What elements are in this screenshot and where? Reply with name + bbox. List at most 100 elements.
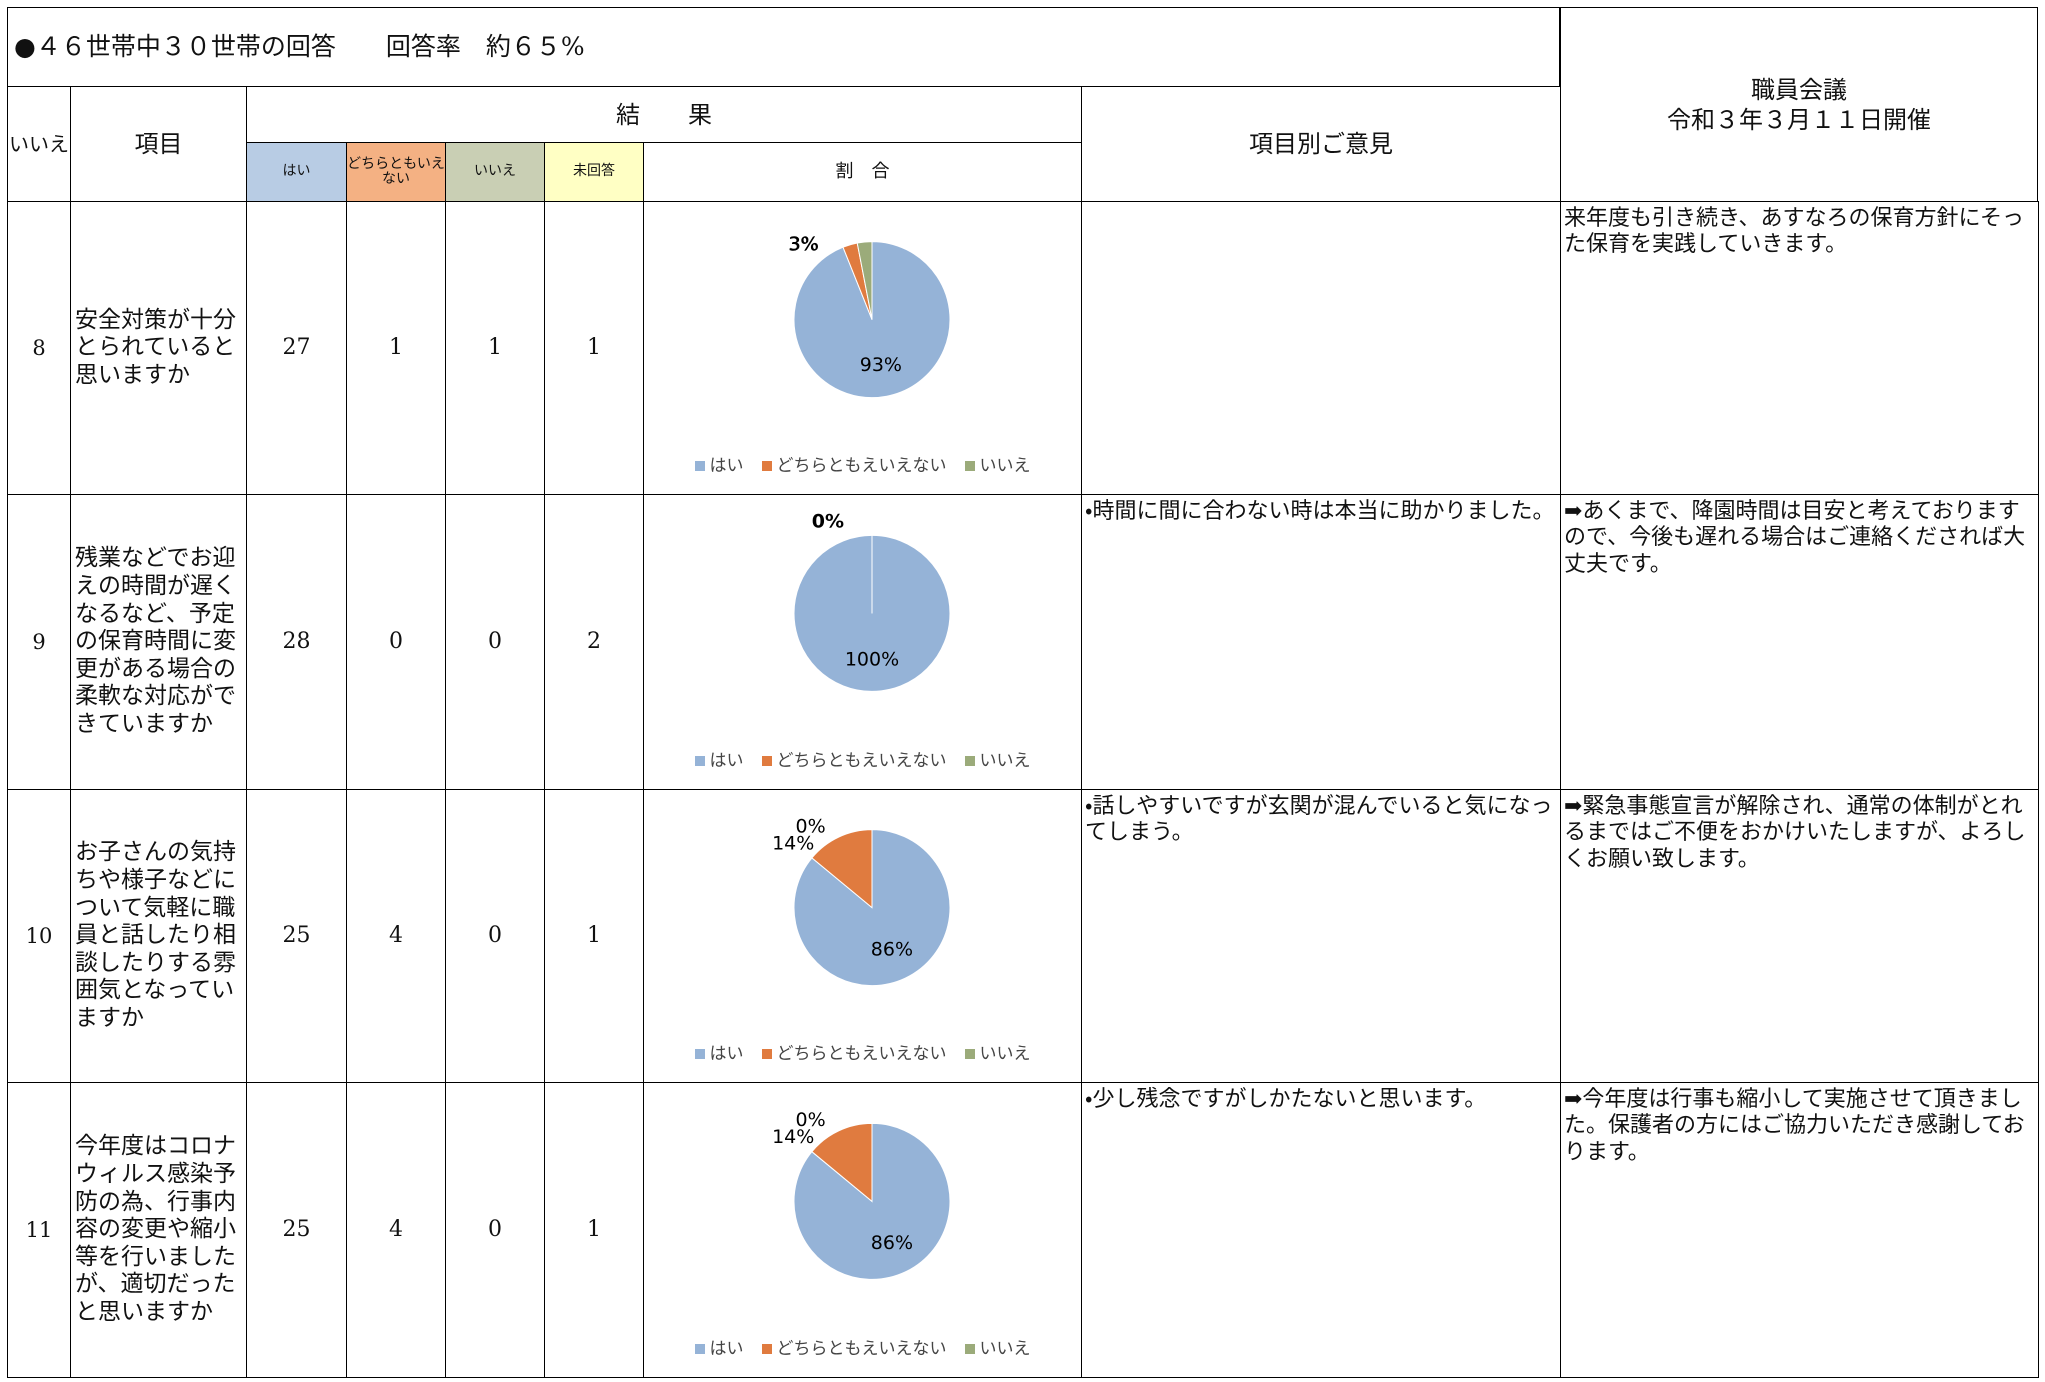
legend-swatch — [964, 1344, 975, 1354]
data-label: 86% — [871, 1232, 913, 1254]
count: 0 — [445, 789, 545, 1083]
no-header: いいえ — [7, 86, 71, 202]
ratio-cell: 86% 14% 0% はい どちらともえいえない いいえ — [643, 1082, 1082, 1378]
meeting-header: 職員会議 令和３年３月１１日開催 — [1560, 7, 2038, 202]
count: 1 — [544, 201, 644, 495]
legend-swatch — [964, 756, 975, 766]
legend-entry: はい — [694, 1339, 744, 1360]
count: 27 — [246, 201, 347, 495]
legend-entry: いいえ — [964, 751, 1031, 772]
count: 0 — [445, 494, 545, 790]
ratio-cell: 100% 0% はい どちらともえいえない いいえ — [643, 494, 1082, 790]
legend-label: どちらともえいえない — [776, 456, 947, 476]
item-header: 項目 — [70, 86, 247, 202]
legend-swatch — [694, 1344, 705, 1354]
legend-swatch — [964, 1049, 975, 1059]
legend: はい どちらともえいえない いいえ — [644, 1339, 1081, 1360]
ratio-header: 割 合 — [643, 142, 1082, 202]
count: 25 — [246, 789, 347, 1083]
row-no: 9 — [7, 494, 71, 790]
count: 4 — [346, 789, 446, 1083]
legend-swatch — [761, 756, 772, 766]
response: ➡あくまで、降園時間は目安と考えておりますので、今後も遅れる場合はご連絡くだされ… — [1560, 494, 2039, 790]
count: 28 — [246, 494, 347, 790]
result-header: 結 果 — [246, 86, 1082, 143]
row-no: 11 — [7, 1082, 71, 1378]
count: 0 — [346, 494, 446, 790]
legend: はい どちらともえいえない いいえ — [644, 751, 1081, 772]
legend-label: どちらともえいえない — [776, 1044, 947, 1064]
data-label: 0% — [812, 511, 844, 533]
count: 1 — [544, 789, 644, 1083]
legend-entry: どちらともえいえない — [761, 1044, 947, 1065]
data-label: 100% — [845, 649, 899, 671]
pie-chart: 100% 0% — [793, 511, 951, 692]
legend-swatch — [761, 1344, 772, 1354]
pie-slice — [856, 241, 873, 320]
legend-entry: どちらともえいえない — [761, 751, 947, 772]
count: 1 — [346, 201, 446, 495]
data-label: 86% — [871, 938, 913, 960]
legend: はい どちらともえいえない いいえ — [644, 456, 1081, 477]
legend-entry: はい — [694, 456, 744, 477]
pie-chart: 86% 14%0% — [772, 1109, 951, 1280]
title: ●４６世帯中３０世帯の回答 回答率 約６５% — [7, 7, 1560, 87]
data-label: 14% — [772, 1126, 814, 1148]
opinion: ・時間に間に合わない時は本当に助かりました。 — [1081, 494, 1561, 790]
legend-label: どちらともえいえない — [776, 751, 947, 771]
data-label: 93% — [860, 354, 902, 376]
ratio-cell: 93% 3% 3% はい どちらともえいえない いいえ — [643, 201, 1082, 495]
legend-label: どちらともえいえない — [776, 1339, 947, 1359]
data-label: 3% — [788, 234, 818, 256]
pie-chart: 86% 14%0% — [772, 815, 951, 987]
count: 2 — [544, 494, 644, 790]
legend-swatch — [761, 461, 772, 471]
legend-label: はい — [709, 1044, 744, 1064]
legend-swatch — [964, 461, 975, 471]
row-item: お子さんの気持ちや様子などについて気軽に職員と話したり相談したりする雰囲気となっ… — [70, 789, 247, 1083]
legend-swatch — [694, 1049, 705, 1059]
legend-swatch — [694, 756, 705, 766]
legend-label: いいえ — [979, 751, 1031, 771]
response: 来年度も引き続き、あすなろの保育方針にそった保育を実践していきます。 — [1560, 201, 2039, 495]
row-item: 安全対策が十分とられていると思いますか — [70, 201, 247, 495]
opinion — [1081, 201, 1561, 495]
count: 25 — [246, 1082, 347, 1378]
row-no: 8 — [7, 201, 71, 495]
meeting-date: 令和３年３月１１日開催 — [1667, 105, 1931, 134]
data-label: 14% — [772, 832, 814, 854]
legend: はい どちらともえいえない いいえ — [644, 1044, 1081, 1065]
data-label: 0% — [796, 815, 826, 837]
legend-label: はい — [709, 1339, 744, 1359]
row-item: 残業などでお迎えの時間が遅くなるなど、予定の保育時間に変更がある場合の柔軟な対応… — [70, 494, 247, 790]
count: 1 — [544, 1082, 644, 1378]
legend-swatch — [761, 1049, 772, 1059]
response: ➡緊急事態宣言が解除され、通常の体制がとれるまではご不便をおかけいたしますが、よ… — [1560, 789, 2039, 1083]
legend-entry: どちらともえいえない — [761, 456, 947, 477]
staff-meeting: 職員会議 — [1751, 75, 1847, 104]
count: 4 — [346, 1082, 446, 1378]
legend-entry: どちらともえいえない — [761, 1339, 947, 1360]
legend-entry: いいえ — [964, 456, 1031, 477]
legend-entry: いいえ — [964, 1044, 1031, 1065]
row-no: 10 — [7, 789, 71, 1083]
legend-entry: いいえ — [964, 1339, 1031, 1360]
legend-label: いいえ — [979, 456, 1031, 476]
data-label: 3% — [789, 233, 819, 255]
pie-slice — [811, 829, 873, 909]
ratio-cell: 86% 14% 0% はい どちらともえいえない いいえ — [643, 789, 1082, 1083]
pie-chart: 93%3%3% — [788, 233, 951, 399]
opinion: ・少し残念ですがしかたないと思います。 — [1081, 1082, 1561, 1378]
legend-label: はい — [709, 456, 744, 476]
legend-label: はい — [709, 751, 744, 771]
opinion-header: 項目別ご意見 — [1081, 86, 1561, 202]
opinion: ・話しやすいですが玄関が混んでいると気になってしまう。 — [1081, 789, 1561, 1083]
legend-swatch — [694, 461, 705, 471]
data-label: 0% — [796, 1109, 826, 1131]
count: 1 — [445, 201, 545, 495]
yes-header: はい — [246, 142, 347, 202]
unanswered-header: 未回答 — [544, 142, 644, 202]
response: ➡今年度は行事も縮小して実施させて頂きました。保護者の方にはご協力いただき感謝し… — [1560, 1082, 2039, 1378]
count: 0 — [445, 1082, 545, 1378]
legend-label: いいえ — [979, 1339, 1031, 1359]
